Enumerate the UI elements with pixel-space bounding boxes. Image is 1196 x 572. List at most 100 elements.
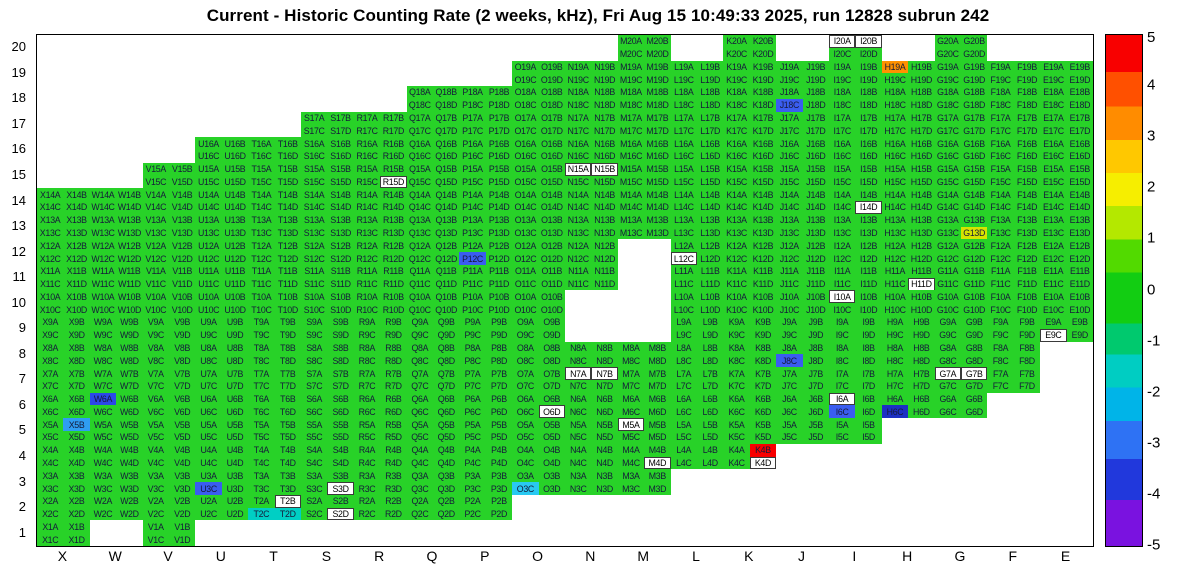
- detector-cell: J19A J19B J19C J19D: [776, 60, 829, 87]
- channel-label: W2B: [120, 496, 139, 507]
- channel-label: H13B: [910, 215, 932, 226]
- channel-label: I11B: [860, 266, 877, 277]
- channel-label: Q4B: [437, 445, 455, 456]
- channel-label: H6C: [881, 405, 909, 419]
- channel-label: I10D: [859, 304, 878, 315]
- channel-label: M18A: [620, 87, 642, 98]
- channel-label: L19B: [700, 61, 721, 72]
- detector-cell: F13A F13B F13C F13D: [987, 213, 1041, 240]
- channel-label: J10C: [779, 304, 800, 315]
- channel-label: H7A: [886, 368, 904, 379]
- channel-label: F9C: [992, 330, 1009, 341]
- channel-label: F18C: [990, 100, 1011, 111]
- channel-label: O16A: [514, 138, 537, 149]
- channel-label: N15A: [564, 162, 592, 176]
- detector-cell: G7A G7B G7C G7D: [934, 367, 988, 393]
- channel-label: O17C: [514, 125, 537, 136]
- channel-label: F15A: [990, 164, 1011, 175]
- channel-label: X11B: [66, 266, 87, 277]
- channel-label: F7B: [1019, 368, 1035, 379]
- channel-label: O6D: [538, 405, 565, 419]
- channel-label: P12B: [488, 240, 510, 251]
- channel-label: N19B: [594, 61, 615, 72]
- channel-label: T6C: [253, 406, 270, 417]
- channel-label: G8C: [939, 355, 957, 366]
- channel-label: S7C: [306, 381, 323, 392]
- channel-label: R8C: [358, 355, 376, 366]
- channel-label: H15C: [884, 176, 906, 187]
- channel-label: W12D: [117, 253, 142, 264]
- channel-label: P6B: [491, 394, 507, 405]
- channel-label: L6C: [676, 406, 692, 417]
- channel-label: H12D: [910, 253, 933, 264]
- channel-label: K17B: [752, 113, 774, 124]
- channel-label: X6C: [42, 406, 59, 417]
- detector-cell: I19A I19B I19C I19D: [828, 60, 882, 87]
- detector-cell: P3A P3B P3C P3D: [459, 469, 513, 495]
- channel-label: R11C: [356, 279, 378, 290]
- channel-label: R4C: [358, 457, 376, 468]
- channel-label: V8B: [174, 342, 191, 353]
- x-axis-label: E: [1060, 548, 1071, 564]
- channel-label: I9C: [835, 330, 849, 341]
- channel-label: F7C: [992, 381, 1009, 392]
- channel-label: O4C: [516, 457, 535, 468]
- detector-cell: E13A E13B E13C E13D: [1040, 213, 1093, 240]
- detector-cell: V11A V11B V11C V11D: [142, 264, 196, 291]
- detector-cell: Q18A Q18B Q18C Q18D: [406, 86, 460, 112]
- channel-label: M20D: [646, 49, 669, 60]
- channel-label: T10B: [277, 291, 298, 302]
- channel-label: R4D: [385, 457, 402, 468]
- channel-label: J6A: [782, 394, 797, 405]
- channel-label: W3C: [93, 483, 113, 494]
- channel-label: J8D: [808, 355, 824, 366]
- channel-label: X12D: [66, 253, 87, 264]
- channel-label: S14C: [303, 202, 325, 213]
- channel-label: N3B: [596, 470, 613, 481]
- channel-label: O11C: [514, 279, 536, 290]
- detector-cell: K13A K13B K13C K13D: [723, 213, 777, 240]
- channel-label: Q11C: [409, 279, 431, 290]
- x-axis-label: N: [585, 548, 596, 564]
- channel-label: U9A: [200, 317, 217, 328]
- detector-cell: H6A H6B H6C H6D: [881, 392, 935, 419]
- channel-label: L19D: [700, 74, 721, 85]
- channel-label: O9B: [543, 317, 561, 328]
- detector-cell: P12A P12B P12C P12D: [459, 239, 513, 265]
- channel-label: X7B: [68, 368, 85, 379]
- channel-label: I5A: [836, 419, 849, 430]
- channel-label: J17C: [779, 125, 800, 136]
- channel-label: U16C: [197, 151, 220, 162]
- channel-label: E9A: [1045, 317, 1062, 328]
- channel-label: I8C: [835, 355, 849, 366]
- channel-label: S8D: [332, 355, 349, 366]
- channel-label: R11D: [383, 279, 404, 290]
- channel-label: R16B: [382, 138, 404, 149]
- channel-label: H11D: [908, 277, 935, 291]
- channel-label: G6B: [965, 394, 983, 405]
- channel-label: S12B: [330, 240, 351, 251]
- channel-label: X12C: [39, 253, 61, 264]
- channel-label: X11D: [66, 279, 87, 290]
- detector-cell: H18A H18B H18C H18D: [881, 86, 935, 112]
- channel-label: K7C: [728, 381, 745, 392]
- channel-label: P5B: [491, 419, 507, 430]
- channel-label: T2A: [253, 496, 270, 507]
- detector-cell: L15A L15B L15C L15D: [670, 162, 724, 189]
- channel-label: N16A: [567, 138, 589, 149]
- channel-label: N6B: [596, 394, 613, 405]
- channel-label: O13C: [514, 228, 537, 239]
- channel-label: M6B: [648, 394, 667, 405]
- detector-cell: L11A L11B L11C L11D: [670, 264, 724, 291]
- channel-label: S13C: [303, 228, 325, 239]
- channel-label: X4C: [42, 457, 59, 468]
- channel-label: I7D: [862, 381, 875, 392]
- channel-label: M8B: [648, 342, 667, 353]
- channel-label: U14D: [224, 202, 246, 213]
- channel-label: N5A: [570, 419, 587, 430]
- detector-cell: N6A N6B N6C N6D: [564, 392, 618, 419]
- channel-label: W9C: [93, 330, 113, 341]
- detector-cell: K17A K17B K17C K17D: [723, 111, 777, 138]
- channel-label: I16B: [860, 138, 878, 149]
- channel-label: F15B: [1017, 164, 1037, 175]
